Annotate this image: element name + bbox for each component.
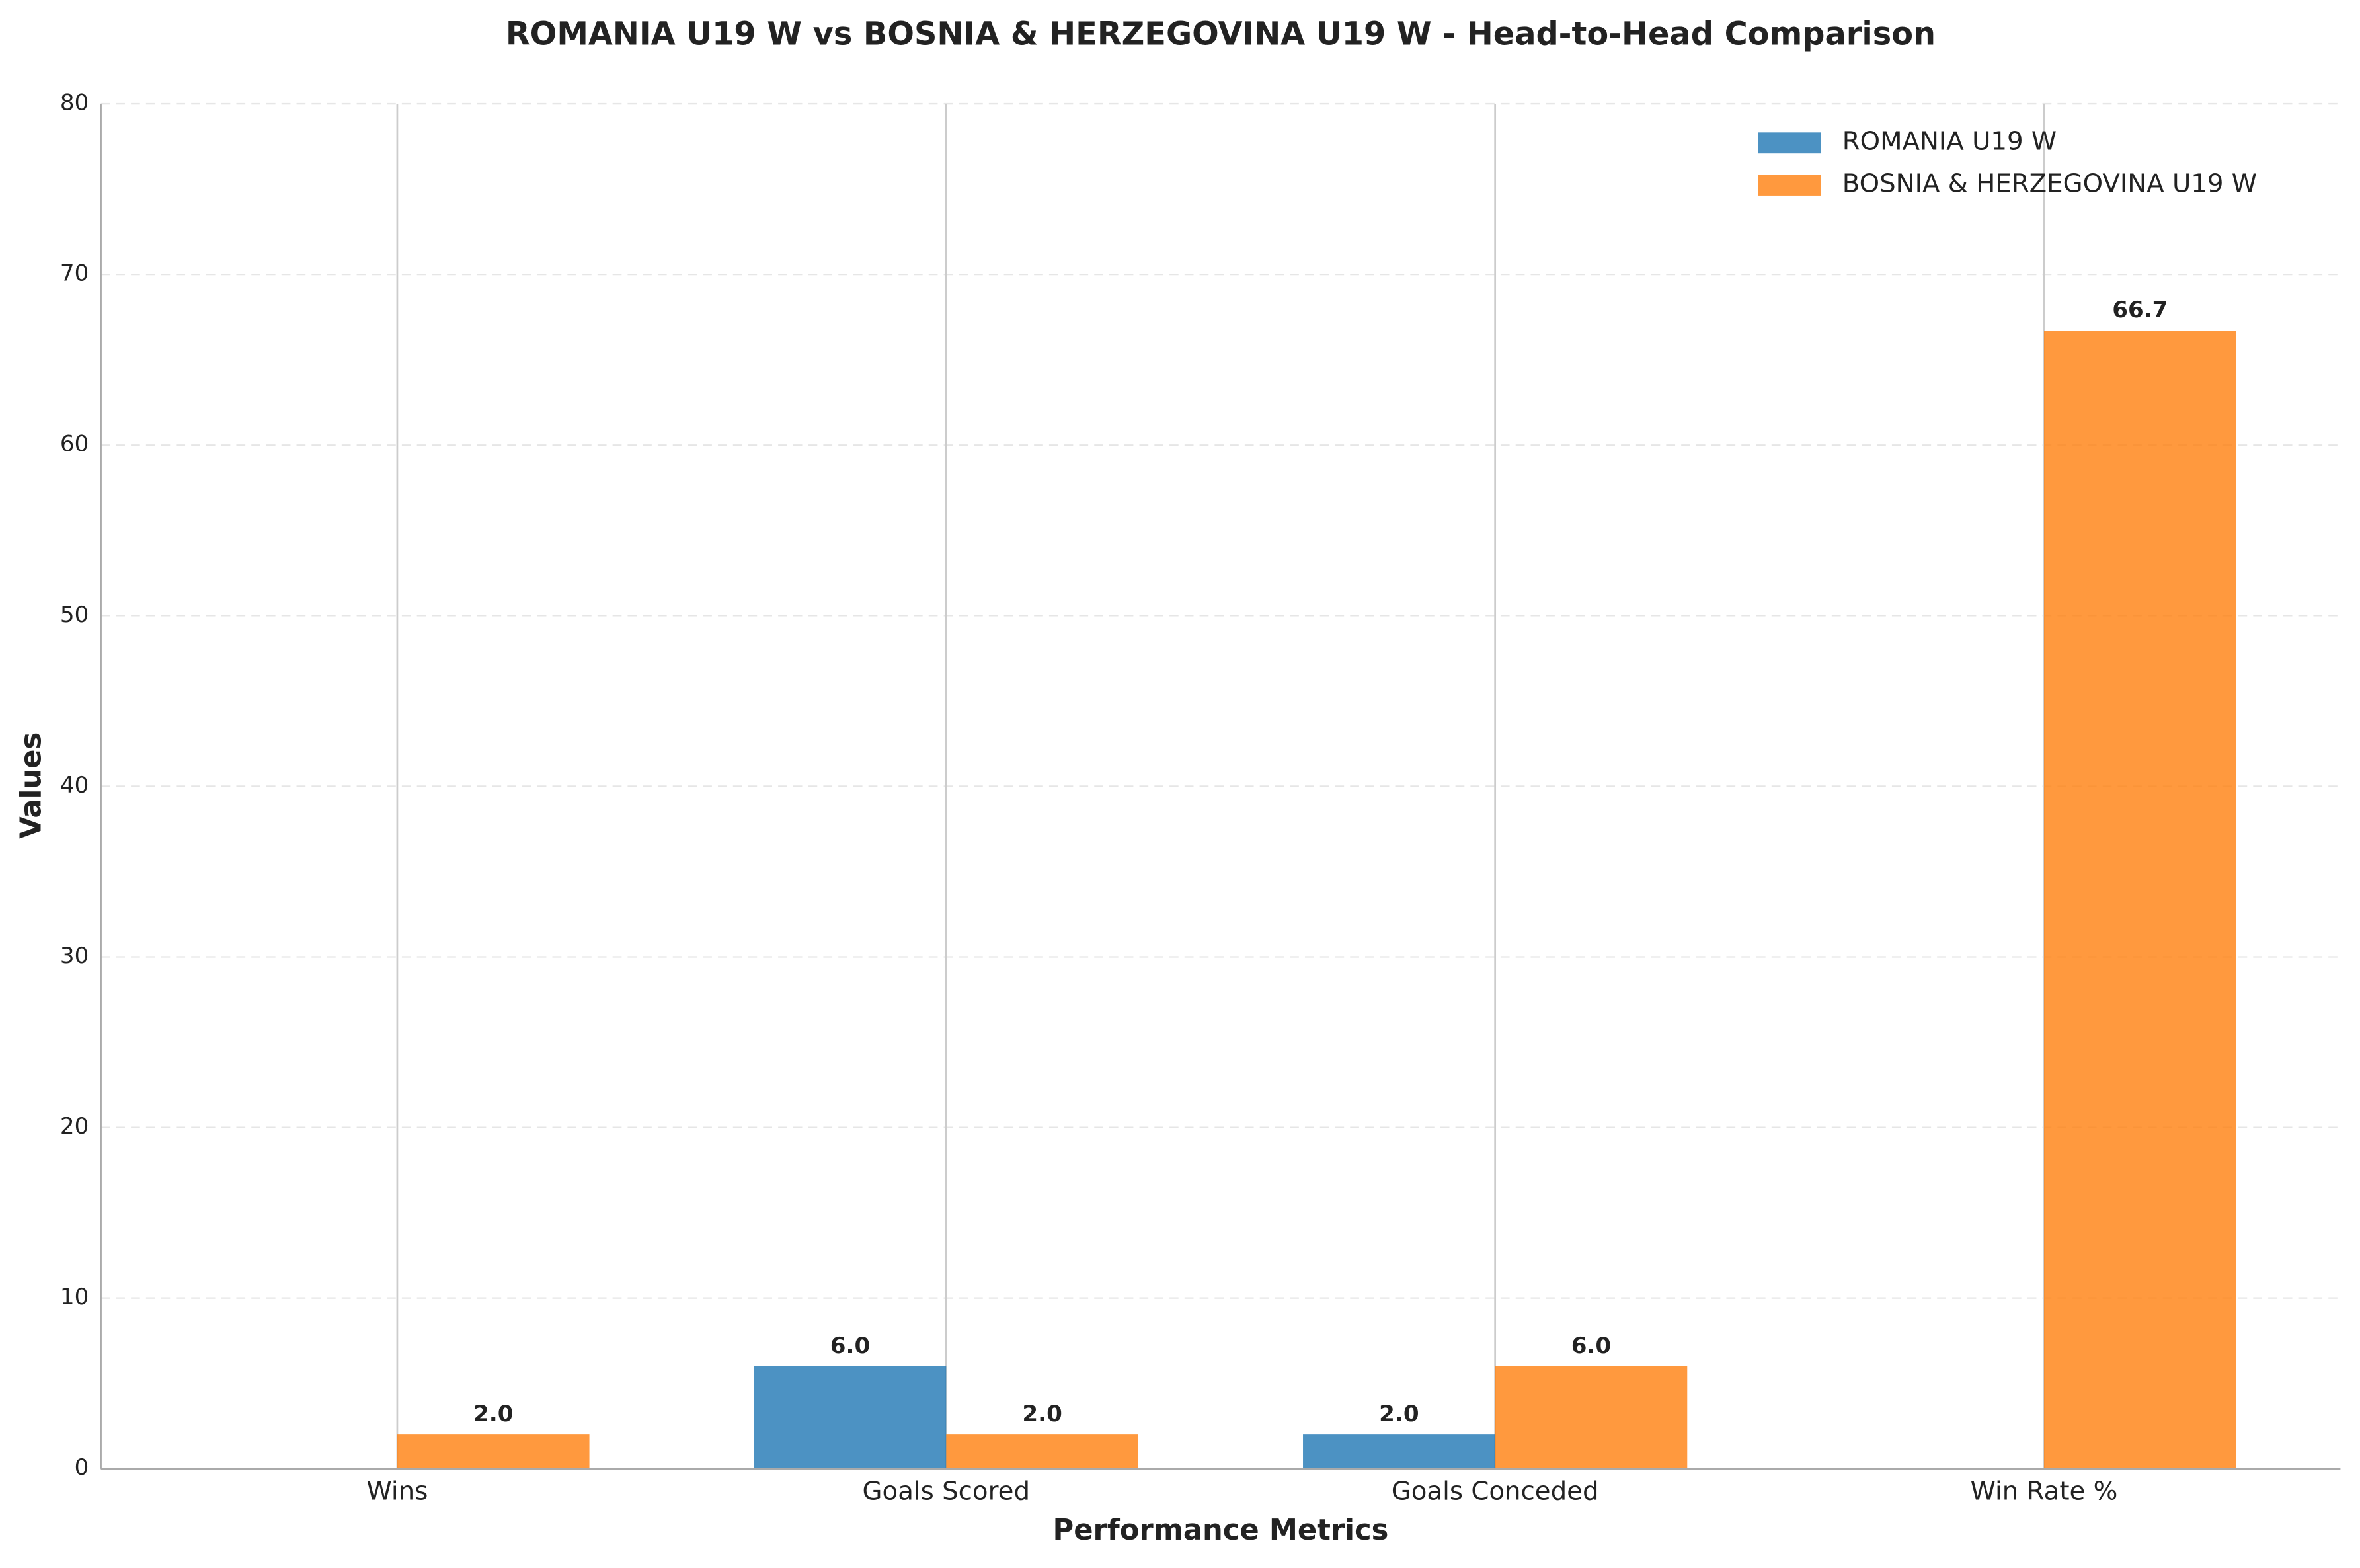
x-tick-label: Wins [367,1477,428,1507]
y-tick-label: 20 [60,1113,89,1140]
data-label: 66.7 [2112,297,2168,323]
x-tick-label: Goals Conceded [1392,1477,1599,1507]
legend-swatch [1758,175,1821,196]
x-tick-label: Win Rate % [1971,1477,2118,1507]
y-tick-label: 80 [60,90,89,116]
bar [1495,1366,1688,1469]
bar [1303,1434,1495,1469]
y-tick-label: 40 [60,772,89,799]
bar [946,1434,1138,1469]
bar [397,1434,590,1469]
legend-label: ROMANIA U19 W [1842,127,2057,157]
legend-swatch [1758,132,1821,154]
y-axis-label: Values [15,732,48,839]
data-label: 2.0 [473,1401,513,1427]
legend-label: BOSNIA & HERZEGOVINA U19 W [1842,169,2257,198]
y-tick-label: 50 [60,602,89,628]
bar [2044,331,2236,1469]
data-label: 6.0 [1571,1333,1611,1359]
chart-title: ROMANIA U19 W vs BOSNIA & HERZEGOVINA U1… [506,17,1936,53]
data-label: 2.0 [1379,1401,1419,1427]
y-tick-label: 70 [60,260,89,287]
data-label: 2.0 [1022,1401,1062,1427]
y-tick-label: 30 [60,943,89,969]
x-axis-label: Performance Metrics [1053,1514,1389,1547]
x-tick-label: Goals Scored [863,1477,1031,1507]
bar [754,1366,947,1469]
y-tick-label: 60 [60,431,89,457]
data-label: 6.0 [830,1333,870,1359]
y-tick-label: 10 [60,1284,89,1310]
y-tick-label: 0 [75,1454,89,1481]
